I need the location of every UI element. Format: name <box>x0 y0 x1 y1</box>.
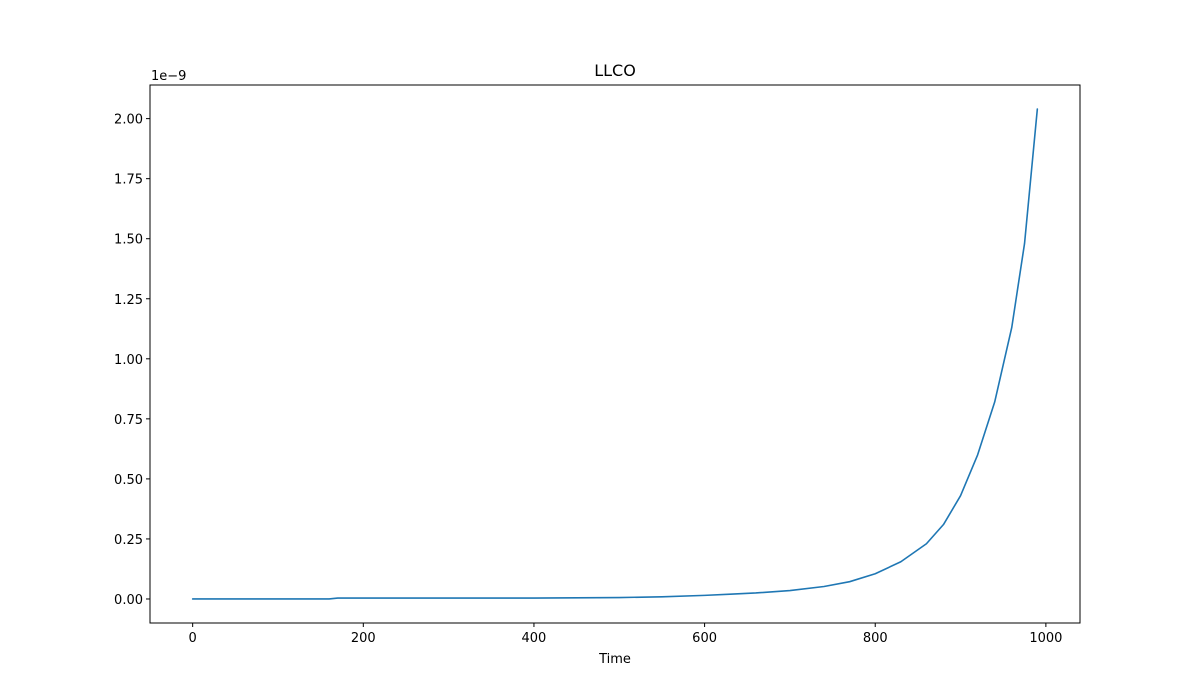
y-tick-label: 1.75 <box>114 173 143 188</box>
series-line-0 <box>191 108 1039 600</box>
y-tick-label: 1.50 <box>114 233 143 248</box>
chart-title: LLCO <box>594 61 636 80</box>
plot-area <box>149 84 1081 624</box>
y-tick-label: 1.00 <box>114 353 143 368</box>
x-axis-label: Time <box>598 652 631 667</box>
x-tick-label: 400 <box>522 631 547 646</box>
y-tick-label: 1.25 <box>114 293 143 308</box>
y-tick-label: 0.75 <box>114 413 143 428</box>
x-tick-label: 1000 <box>1029 631 1062 646</box>
y-offset-label: 1e−9 <box>151 69 186 84</box>
x-axis-ticks: 0 200 400 600 800 1000 <box>189 623 1062 646</box>
y-tick-label: 0.25 <box>114 533 143 548</box>
y-tick-label: 0.00 <box>114 593 143 608</box>
x-tick-label: 800 <box>863 631 888 646</box>
x-tick-label: 600 <box>692 631 717 646</box>
x-tick-label: 200 <box>351 631 376 646</box>
plot-frame <box>149 84 1081 624</box>
x-tick-label: 0 <box>189 631 197 646</box>
y-axis-ticks: 0.00 0.25 0.50 0.75 1.00 1.25 1.50 1.75 2.00 <box>114 113 150 608</box>
y-tick-label: 0.50 <box>114 473 143 488</box>
y-tick-label: 2.00 <box>114 113 143 128</box>
